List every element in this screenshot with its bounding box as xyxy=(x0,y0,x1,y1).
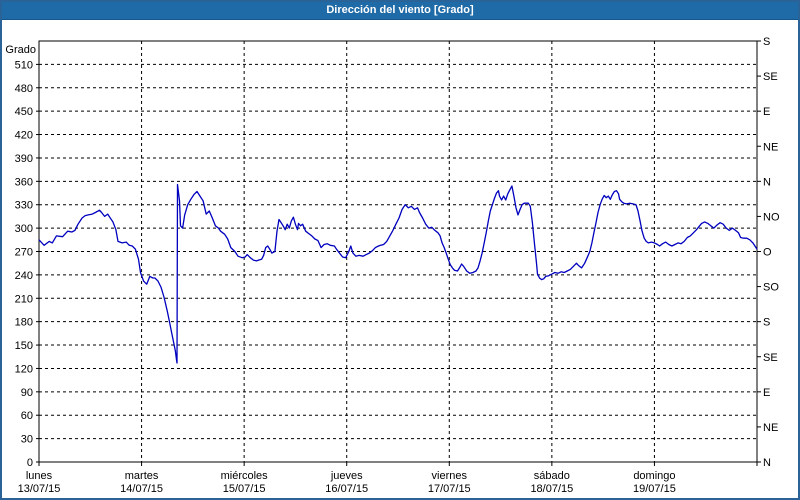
svg-text:SO: SO xyxy=(763,282,779,294)
window-title: Dirección del viento [Grado] xyxy=(326,4,474,16)
wind-direction-series xyxy=(38,183,758,364)
svg-text:O: O xyxy=(763,247,772,259)
svg-text:SE: SE xyxy=(763,352,778,364)
svg-text:420: 420 xyxy=(15,130,33,142)
svg-text:N: N xyxy=(763,457,771,469)
svg-text:90: 90 xyxy=(21,387,33,399)
svg-text:S: S xyxy=(763,317,770,329)
svg-text:15/07/15: 15/07/15 xyxy=(223,483,266,495)
svg-text:120: 120 xyxy=(15,363,33,375)
y-axis-title: Grado xyxy=(5,44,36,56)
svg-text:450: 450 xyxy=(15,106,33,118)
plot-border xyxy=(38,40,758,463)
svg-text:NE: NE xyxy=(763,422,778,434)
svg-text:360: 360 xyxy=(15,176,33,188)
svg-text:210: 210 xyxy=(15,293,33,305)
svg-text:30: 30 xyxy=(21,434,33,446)
svg-text:N: N xyxy=(763,176,771,188)
svg-text:13/07/15: 13/07/15 xyxy=(18,483,61,495)
svg-text:E: E xyxy=(763,387,770,399)
svg-text:270: 270 xyxy=(15,247,33,259)
svg-text:480: 480 xyxy=(15,83,33,95)
svg-text:sábado: sábado xyxy=(534,470,570,482)
svg-text:domingo: domingo xyxy=(633,470,675,482)
svg-text:240: 240 xyxy=(15,270,33,282)
y-axis-right-labels: S SE E NE N NO O SO S SE E NE N xyxy=(763,36,780,469)
svg-text:jueves: jueves xyxy=(330,470,363,482)
window-title-bar: Dirección del viento [Grado] xyxy=(2,2,798,20)
svg-text:17/07/15: 17/07/15 xyxy=(428,483,471,495)
y-axis-left-labels: Grado 0 30 60 90 120 150 180 210 240 270 300 330 360 3… xyxy=(5,44,36,469)
svg-text:NE: NE xyxy=(763,141,778,153)
svg-text:16/07/15: 16/07/15 xyxy=(325,483,368,495)
svg-text:390: 390 xyxy=(15,153,33,165)
svg-text:0: 0 xyxy=(27,457,33,469)
svg-text:330: 330 xyxy=(15,200,33,212)
svg-text:miércoles: miércoles xyxy=(221,470,269,482)
svg-text:19/07/15: 19/07/15 xyxy=(633,483,676,495)
axis-ticks xyxy=(36,40,761,466)
svg-text:510: 510 xyxy=(15,59,33,71)
svg-text:150: 150 xyxy=(15,340,33,352)
svg-text:300: 300 xyxy=(15,223,33,235)
svg-text:60: 60 xyxy=(21,410,33,422)
svg-text:18/07/15: 18/07/15 xyxy=(530,483,573,495)
svg-text:viernes: viernes xyxy=(432,470,468,482)
svg-text:lunes: lunes xyxy=(26,470,53,482)
svg-text:180: 180 xyxy=(15,317,33,329)
wind-direction-chart: Grado 0 30 60 90 120 150 180 210 240 270 300 330 360 3… xyxy=(5,36,780,495)
svg-text:martes: martes xyxy=(125,470,159,482)
svg-text:E: E xyxy=(763,106,770,118)
svg-text:NO: NO xyxy=(763,211,780,223)
svg-text:S: S xyxy=(763,36,770,48)
svg-text:SE: SE xyxy=(763,71,778,83)
grid-lines xyxy=(39,41,757,462)
svg-text:14/07/15: 14/07/15 xyxy=(120,483,163,495)
